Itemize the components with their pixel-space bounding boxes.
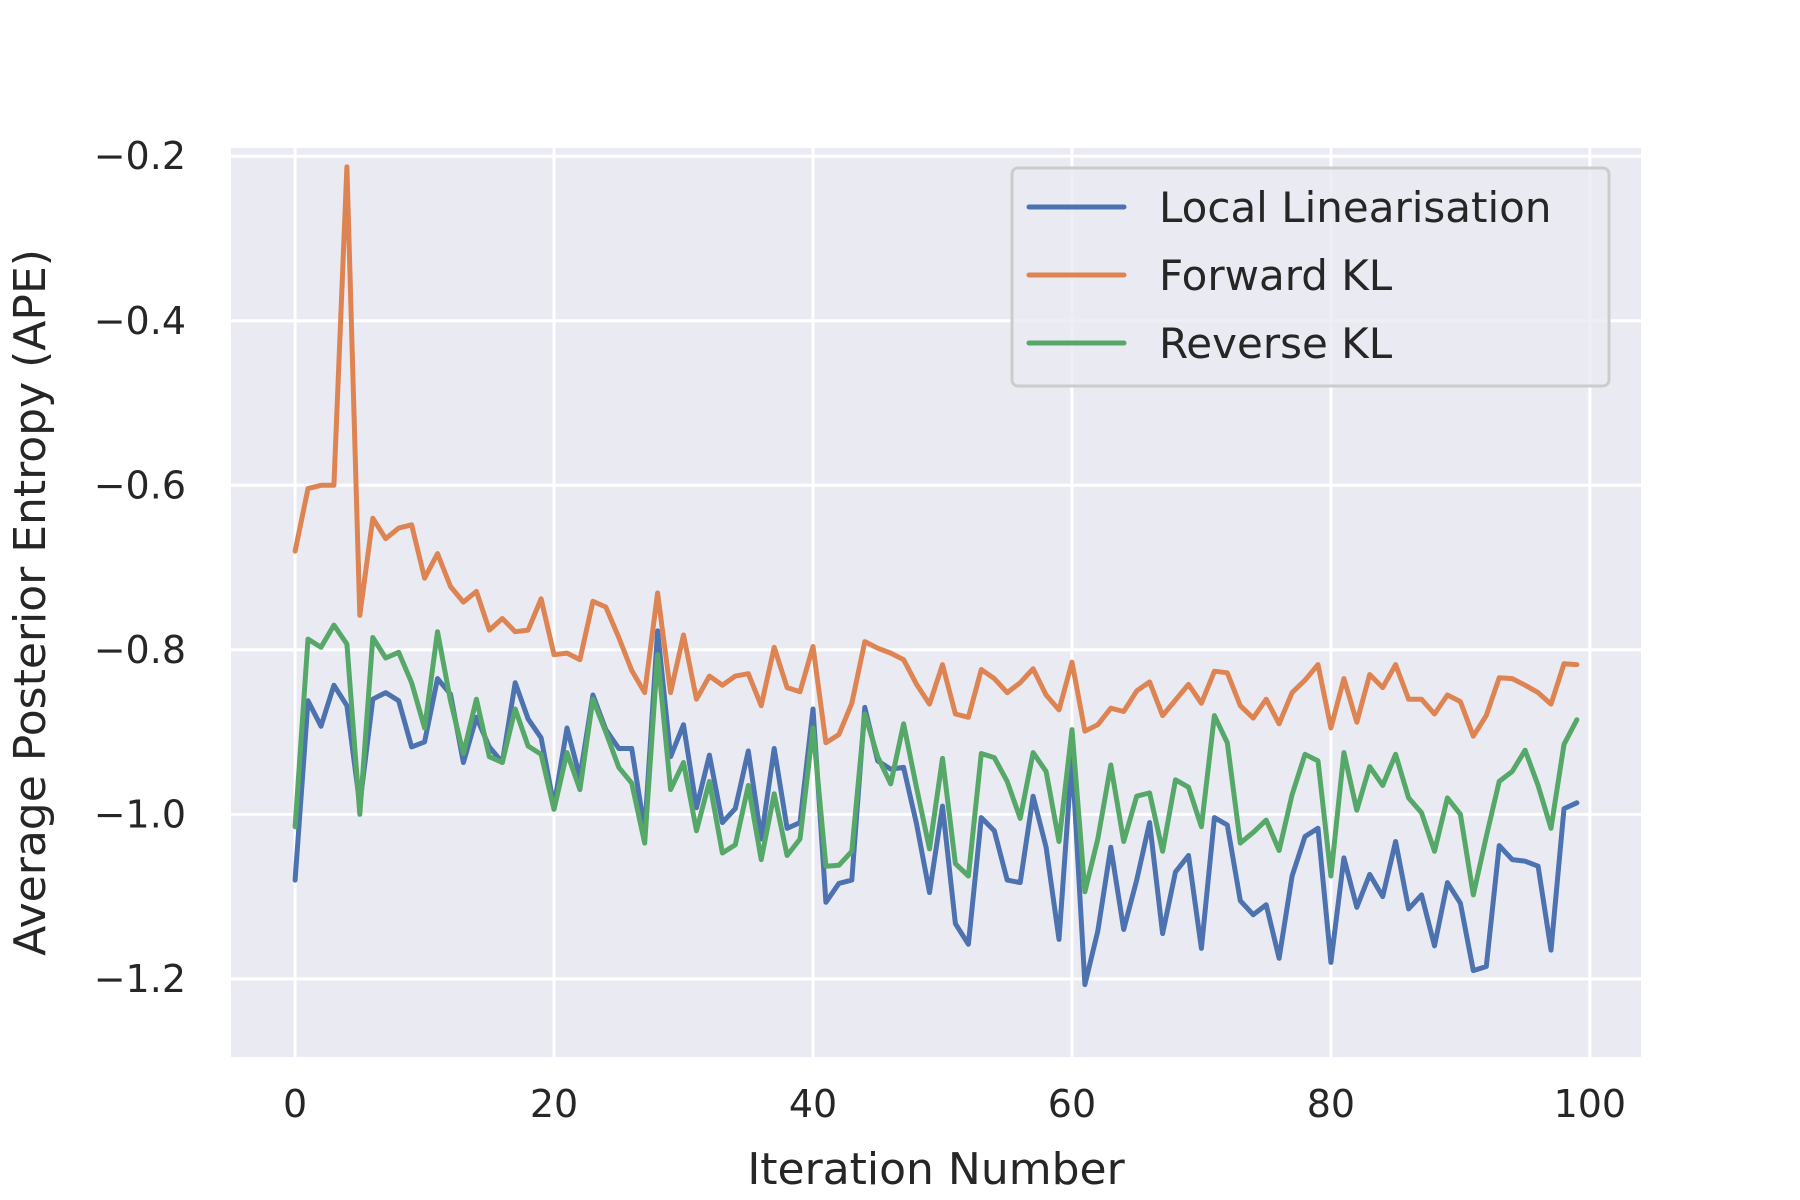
y-tick-label: −0.6: [94, 463, 186, 507]
series-line-local-linearisation: [292, 628, 1580, 988]
x-tick-labels: 0 20 40 60 80 100: [283, 1082, 1626, 1126]
y-axis-label: Average Posterior Entropy (APE): [5, 249, 56, 956]
legend-label: Forward KL: [1159, 251, 1393, 300]
x-axis-label: Iteration Number: [747, 1144, 1125, 1195]
series-line-reverse-kl: [292, 622, 1580, 898]
x-tick-label: 80: [1307, 1082, 1355, 1126]
series-line-forward-kl: [292, 164, 1580, 746]
y-tick-label: −1.2: [94, 957, 186, 1001]
y-tick-label: −0.4: [94, 299, 186, 343]
legend-label: Local Linearisation: [1159, 183, 1551, 232]
legend: Local Linearisation Forward KL Reverse KL: [1010, 166, 1611, 388]
x-tick-label: 20: [530, 1082, 578, 1126]
y-tick-label: −0.8: [94, 628, 186, 672]
x-tick-label: 40: [789, 1082, 837, 1126]
x-tick-label: 100: [1554, 1082, 1627, 1126]
y-tick-label: −1.0: [94, 792, 186, 836]
series-group: [292, 164, 1580, 988]
y-tick-label: −0.2: [94, 134, 186, 178]
y-tick-labels: −1.2 −1.0 −0.8 −0.6 −0.4 −0.2: [94, 134, 186, 1001]
x-tick-label: 60: [1048, 1082, 1096, 1126]
legend-label: Reverse KL: [1159, 319, 1393, 368]
legend-frame: [1010, 166, 1611, 388]
x-tick-label: 0: [283, 1082, 307, 1126]
